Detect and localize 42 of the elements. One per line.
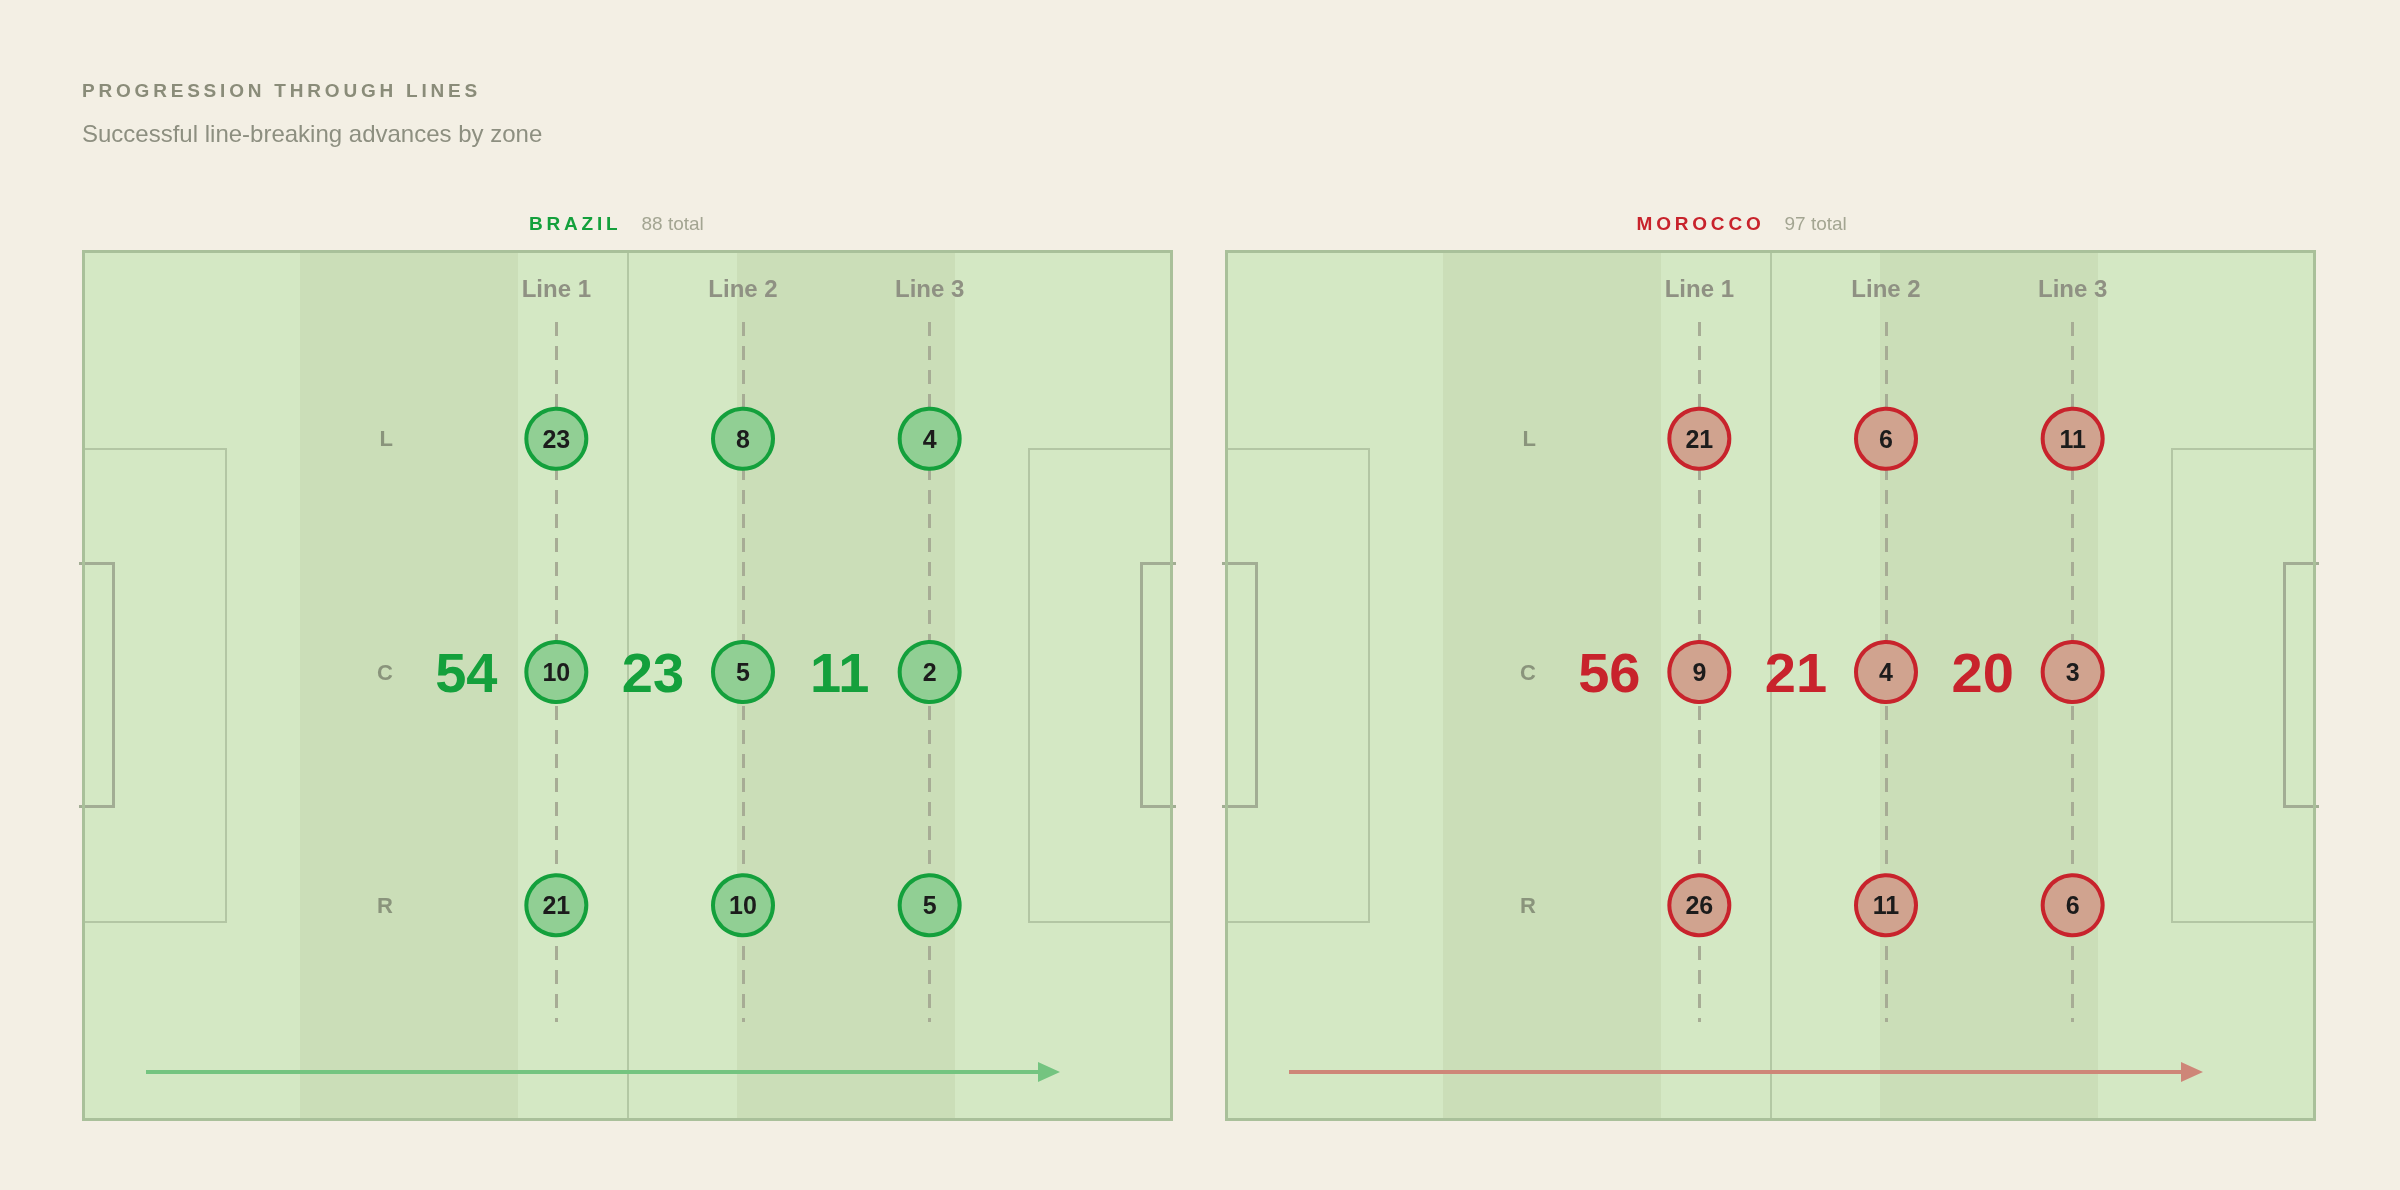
text: 20 (1951, 640, 2014, 704)
data-label: 11 (2059, 424, 2086, 453)
y-tick-label: R (377, 892, 394, 918)
text: Successful line-breaking advances by zone (82, 120, 543, 148)
text: 56 (1578, 640, 1641, 704)
data-label: 21 (1685, 424, 1714, 453)
text: 23 (621, 640, 685, 704)
data-label: 23 (542, 424, 571, 453)
data-label: 5 (922, 891, 937, 920)
data-label: 21 (542, 891, 571, 920)
x-tick-label: Line 3 (894, 274, 965, 302)
data-label: 5 (736, 658, 751, 686)
chart-title: MOROCCO (1636, 213, 1765, 235)
data-label: 9 (1692, 658, 1707, 686)
data-label: 6 (1879, 424, 1893, 453)
data-label: 3 (2065, 658, 2080, 686)
x-tick-label: Line 1 (1664, 274, 1735, 302)
chart-title: BRAZIL (529, 213, 622, 235)
y-tick-label: L (1522, 426, 1536, 452)
x-tick-label: Line 2 (1851, 274, 1921, 302)
text: PROGRESSION THROUGH LINES (82, 80, 483, 102)
y-tick-label: L (379, 426, 393, 452)
x-tick-label: Line 2 (708, 274, 778, 302)
y-tick-label: C (377, 659, 394, 685)
data-label: 10 (729, 891, 757, 920)
x-tick-label: Line 1 (521, 274, 592, 302)
data-label: 4 (922, 424, 937, 453)
y-tick-label: C (1520, 659, 1537, 685)
y-tick-label: R (1520, 892, 1537, 918)
text: 54 (435, 640, 498, 704)
data-label: 26 (1685, 891, 1714, 920)
x-tick-label: Line 3 (2037, 274, 2108, 302)
data-label: 10 (542, 658, 571, 686)
data-label: 2 (922, 658, 937, 686)
text: 11 (810, 640, 870, 704)
chart-subtitle: 88 total (641, 213, 704, 235)
data-label: 4 (1879, 658, 1894, 686)
data-label: 11 (1872, 891, 1900, 920)
data-label: 6 (2065, 891, 2080, 920)
chart-subtitle: 97 total (1784, 213, 1847, 235)
data-label: 8 (736, 424, 751, 453)
text: 21 (1764, 640, 1828, 704)
